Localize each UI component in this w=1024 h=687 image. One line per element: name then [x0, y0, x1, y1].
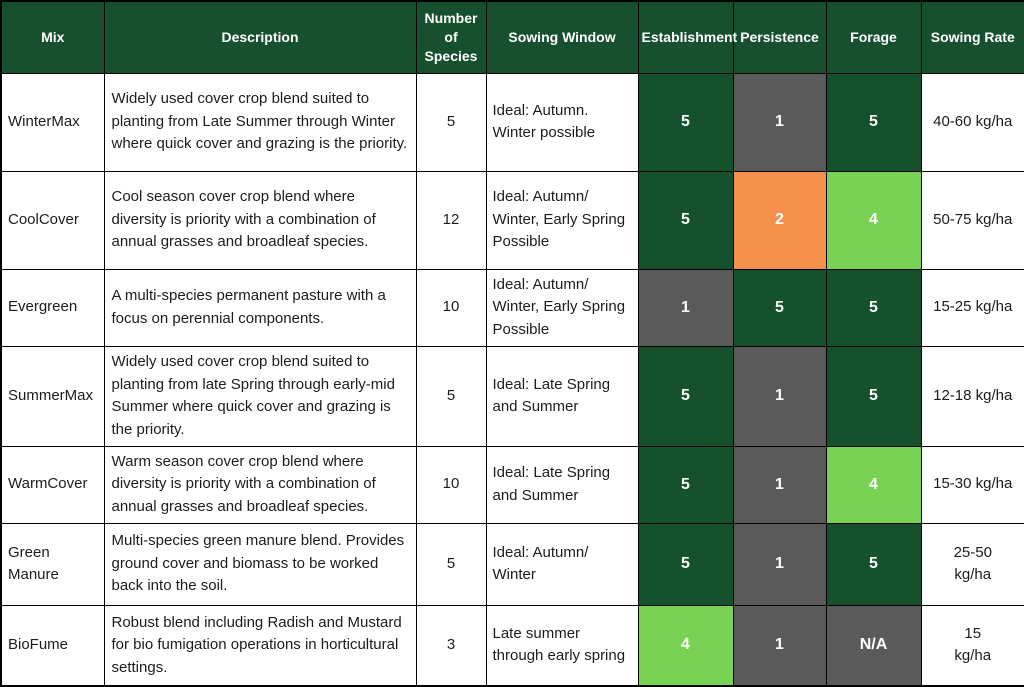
column-header-sowing-rate: Sowing Rate — [920, 0, 1024, 74]
sowing-window-cell: Late summer through early spring — [485, 604, 639, 687]
table-header: Mix Description Number of Species Sowing… — [0, 0, 1024, 74]
mix-name-cell: SummerMax — [0, 345, 105, 447]
forage-score-cell: 5 — [825, 268, 922, 347]
description-cell: Multi-species green manure blend. Provid… — [103, 522, 417, 606]
table-body: WinterMax Widely used cover crop blend s… — [0, 72, 1024, 687]
description-cell: Cool season cover crop blend where diver… — [103, 170, 417, 270]
sowing-window-cell: Ideal: Autumn/ Winter — [485, 522, 639, 606]
species-count-cell: 3 — [415, 604, 487, 687]
persistence-score-cell: 1 — [732, 445, 827, 524]
sowing-rate-cell: 15-30 kg/ha — [920, 445, 1024, 524]
mix-name-cell: CoolCover — [0, 170, 105, 270]
species-count-cell: 5 — [415, 522, 487, 606]
species-count-cell: 10 — [415, 268, 487, 347]
species-count-cell: 5 — [415, 345, 487, 447]
persistence-score-cell: 1 — [732, 345, 827, 447]
forage-score-cell: 4 — [825, 445, 922, 524]
table-row: WarmCover Warm season cover crop blend w… — [0, 445, 1024, 524]
forage-score-cell: 5 — [825, 72, 922, 172]
sowing-window-cell: Ideal: Autumn/ Winter, Early Spring Poss… — [485, 170, 639, 270]
column-header-persistence: Persistence — [732, 0, 827, 74]
mix-name-cell: BioFume — [0, 604, 105, 687]
description-cell: Warm season cover crop blend where diver… — [103, 445, 417, 524]
table-row: Green Manure Multi-species green manure … — [0, 522, 1024, 606]
table-row: Evergreen A multi-species permanent past… — [0, 268, 1024, 347]
sowing-window-cell: Ideal: Autumn. Winter possible — [485, 72, 639, 172]
establishment-score-cell: 4 — [637, 604, 734, 687]
forage-score-cell: N/A — [825, 604, 922, 687]
description-cell: A multi-species permanent pasture with a… — [103, 268, 417, 347]
establishment-score-cell: 1 — [637, 268, 734, 347]
forage-score-cell: 4 — [825, 170, 922, 270]
table-row: WinterMax Widely used cover crop blend s… — [0, 72, 1024, 172]
table-row: BioFume Robust blend including Radish an… — [0, 604, 1024, 687]
header-row: Mix Description Number of Species Sowing… — [0, 0, 1024, 74]
establishment-score-cell: 5 — [637, 72, 734, 172]
sowing-rate-cell: 15 kg/ha — [920, 604, 1024, 687]
mix-name-cell: Evergreen — [0, 268, 105, 347]
species-count-cell: 10 — [415, 445, 487, 524]
mix-name-cell: Green Manure — [0, 522, 105, 606]
description-cell: Widely used cover crop blend suited to p… — [103, 72, 417, 172]
persistence-score-cell: 1 — [732, 604, 827, 687]
column-header-description: Description — [103, 0, 417, 74]
column-header-forage: Forage — [825, 0, 922, 74]
mix-name-cell: WarmCover — [0, 445, 105, 524]
sowing-rate-cell: 12-18 kg/ha — [920, 345, 1024, 447]
sowing-rate-cell: 25-50 kg/ha — [920, 522, 1024, 606]
sowing-window-cell: Ideal: Late Spring and Summer — [485, 445, 639, 524]
species-count-cell: 12 — [415, 170, 487, 270]
sowing-rate-cell: 40-60 kg/ha — [920, 72, 1024, 172]
species-count-cell: 5 — [415, 72, 487, 172]
column-header-sowing-window: Sowing Window — [485, 0, 639, 74]
mix-name-cell: WinterMax — [0, 72, 105, 172]
table-row: SummerMax Widely used cover crop blend s… — [0, 345, 1024, 447]
persistence-score-cell: 1 — [732, 522, 827, 606]
column-header-establishment: Establishment — [637, 0, 737, 74]
sowing-window-cell: Ideal: Autumn/ Winter, Early Spring Poss… — [485, 268, 639, 347]
column-header-number-of-species: Number of Species — [415, 0, 487, 74]
column-header-mix: Mix — [0, 0, 105, 74]
establishment-score-cell: 5 — [637, 345, 734, 447]
description-cell: Widely used cover crop blend suited to p… — [103, 345, 417, 447]
sowing-window-cell: Ideal: Late Spring and Summer — [485, 345, 639, 447]
sowing-rate-cell: 15-25 kg/ha — [920, 268, 1024, 347]
establishment-score-cell: 5 — [637, 445, 734, 524]
establishment-score-cell: 5 — [637, 170, 734, 270]
persistence-score-cell: 5 — [732, 268, 827, 347]
establishment-score-cell: 5 — [637, 522, 734, 606]
persistence-score-cell: 2 — [732, 170, 827, 270]
table-row: CoolCover Cool season cover crop blend w… — [0, 170, 1024, 270]
forage-score-cell: 5 — [825, 522, 922, 606]
sowing-rate-cell: 50-75 kg/ha — [920, 170, 1024, 270]
description-cell: Robust blend including Radish and Mustar… — [103, 604, 417, 687]
persistence-score-cell: 1 — [732, 72, 827, 172]
forage-score-cell: 5 — [825, 345, 922, 447]
